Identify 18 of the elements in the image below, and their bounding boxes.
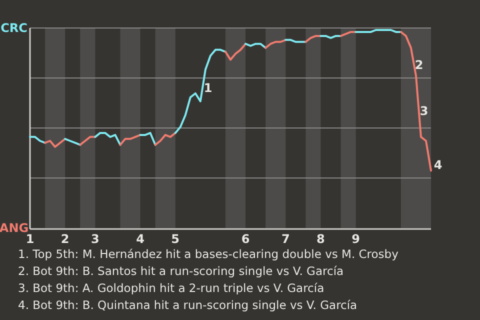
annotation: 1: [204, 81, 212, 96]
text: 4. Bot 9th: B. Quintana hit a run-scoring single vs V. García: [18, 298, 358, 312]
annotation: 3: [420, 104, 428, 118]
text: 3. Bot 9th: A. Goldophin hit a 2-run triple vs V. García: [18, 281, 324, 295]
text: 2. Bot 9th: B. Santos hit a run-scoring single vs V. García: [18, 264, 344, 278]
x-tick-label: 2: [60, 232, 70, 246]
x-tick-label: 8: [316, 232, 325, 246]
annotation: 2: [414, 58, 424, 72]
text: CRC: [0, 21, 28, 36]
x-tick-label: 6: [241, 232, 250, 246]
text: 1. Top 5th: M. Hernández hit a bases-clearing double vs M. Crosby: [18, 247, 399, 261]
x-tick-label: 9: [352, 232, 360, 246]
x-tick-label: 7: [281, 232, 290, 246]
x-tick-label: 4: [136, 232, 144, 246]
x-tick-label: 5: [171, 232, 180, 246]
text: 4: [434, 158, 442, 172]
x-tick-label: 1: [26, 232, 34, 246]
x-tick-label: 3: [90, 232, 100, 246]
